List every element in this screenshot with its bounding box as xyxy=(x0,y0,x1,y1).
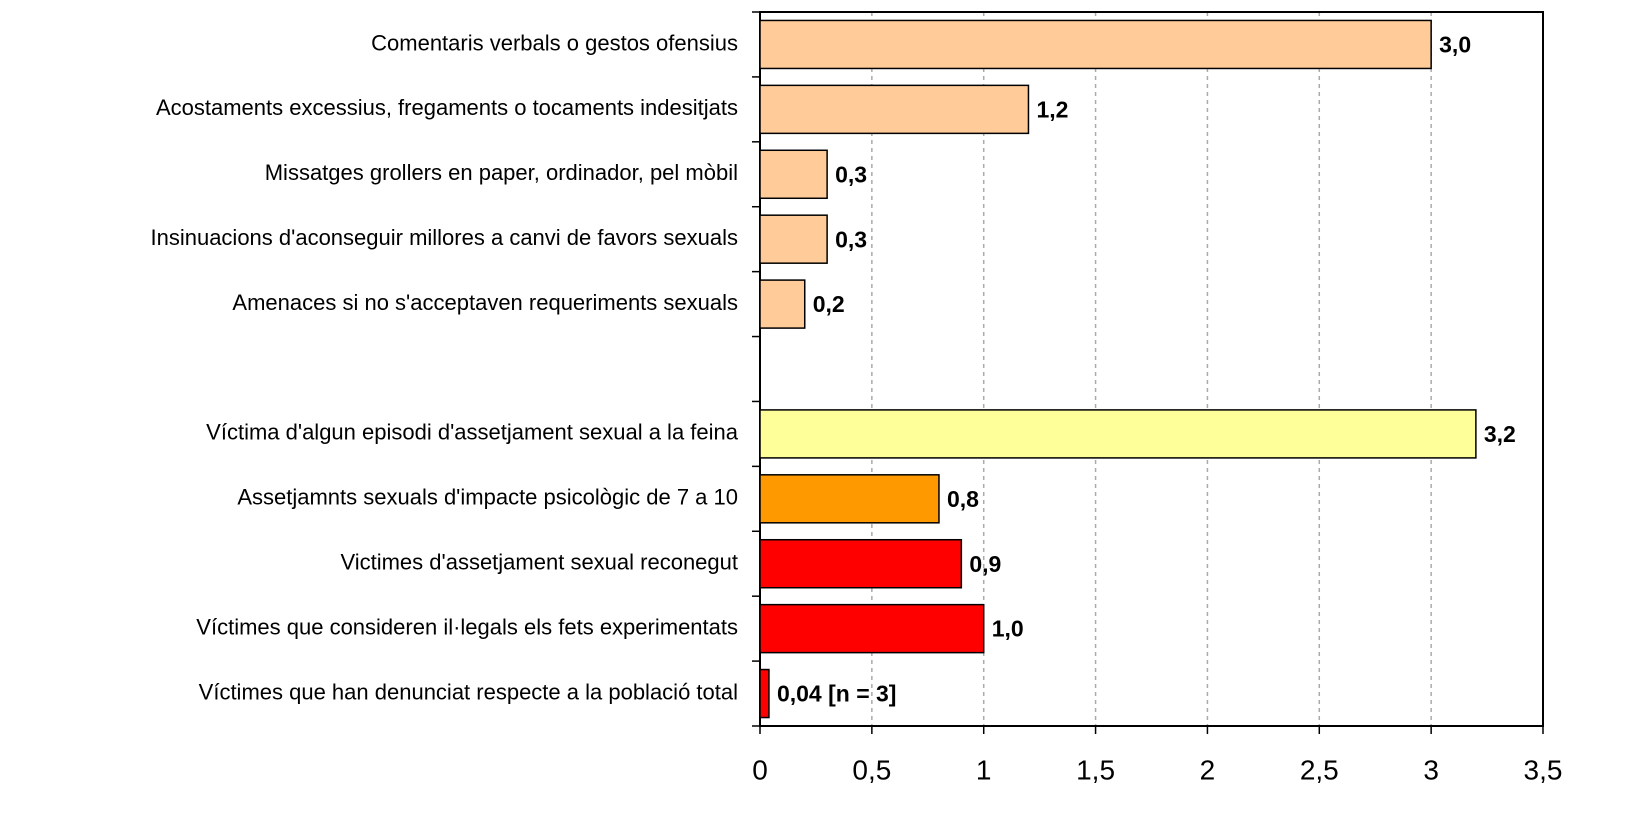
x-tick-label: 2 xyxy=(1200,754,1216,785)
category-label: Acostaments excessius, fregaments o toca… xyxy=(156,95,738,120)
bar xyxy=(759,279,806,329)
value-label: 1,2 xyxy=(1036,96,1068,122)
value-label: 0,04 [n = 3] xyxy=(777,681,897,707)
category-label: Missatges grollers en paper, ordinador, … xyxy=(265,160,738,185)
category-label: Assetjamnts sexuals d'impacte psicològic… xyxy=(237,485,738,510)
value-label: 0,9 xyxy=(969,551,1001,577)
value-label: 3,2 xyxy=(1484,421,1516,447)
bar xyxy=(759,603,985,654)
value-label: 3,0 xyxy=(1439,32,1471,58)
category-label: Víctima d'algun episodi d'assetjament se… xyxy=(206,420,739,445)
bar xyxy=(759,668,770,719)
value-label: 0,2 xyxy=(813,291,845,317)
bar xyxy=(759,84,1030,135)
category-label: Víctimes que consideren il·legals els fe… xyxy=(196,614,738,639)
x-tick-label: 2,5 xyxy=(1300,754,1339,785)
value-label: 0,8 xyxy=(947,486,979,512)
x-tick-label: 1,5 xyxy=(1076,754,1115,785)
bar xyxy=(759,214,828,264)
x-tick-label: 0,5 xyxy=(852,754,891,785)
value-label: 0,3 xyxy=(835,226,867,252)
value-label: 1,0 xyxy=(992,616,1024,642)
bar xyxy=(759,149,828,200)
plot-border xyxy=(759,11,1544,727)
bar xyxy=(759,538,963,589)
value-label: 0,3 xyxy=(835,161,867,187)
category-label: Victimes d'assetjament sexual reconegut xyxy=(340,550,738,575)
bar xyxy=(759,19,1432,70)
x-tick-label: 0 xyxy=(752,754,768,785)
x-tick-label: 3,5 xyxy=(1524,754,1563,785)
bar xyxy=(759,409,1477,459)
category-label: Comentaris verbals o gestos ofensius xyxy=(371,30,738,55)
category-label: Insinuacions d'aconseguir millores a can… xyxy=(150,225,738,250)
x-tick-label: 1 xyxy=(976,754,992,785)
category-label: Víctimes que han denunciat respecte a la… xyxy=(199,679,738,704)
bar xyxy=(759,474,940,524)
x-tick-label: 3 xyxy=(1423,754,1439,785)
category-label: Amenaces si no s'acceptaven requeriments… xyxy=(232,290,738,315)
